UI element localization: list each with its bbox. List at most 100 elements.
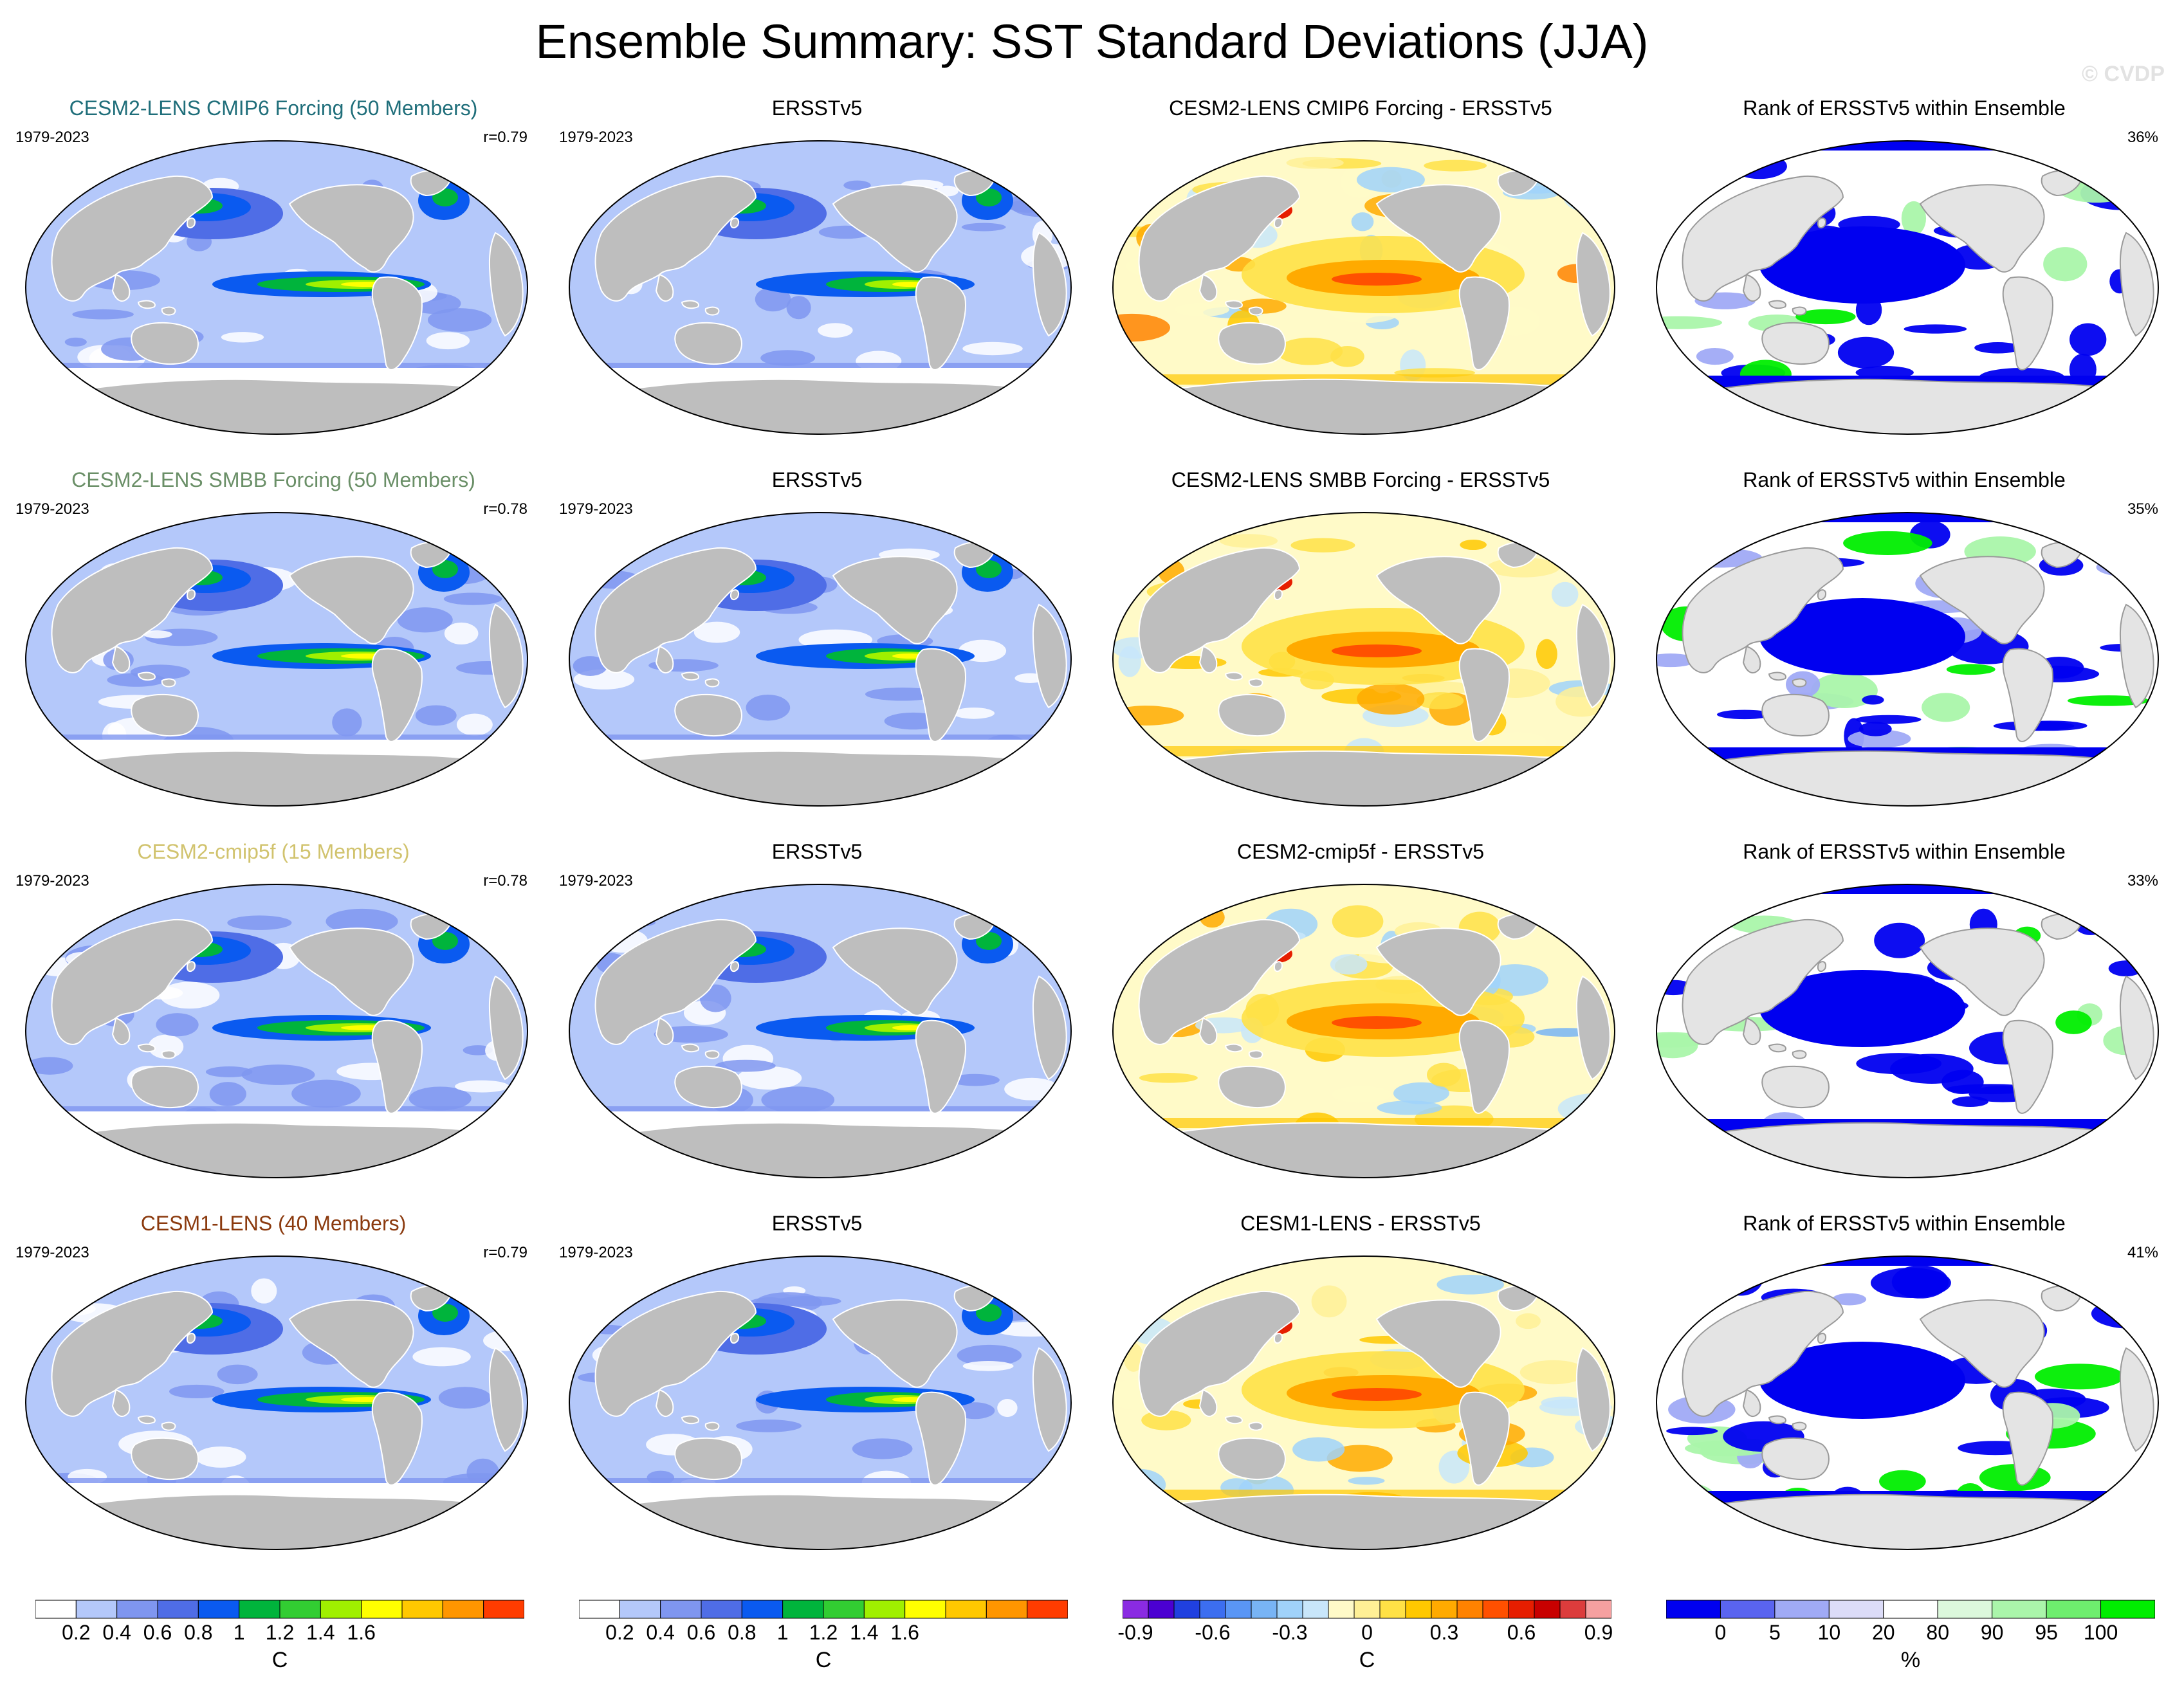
obs-title: ERSSTv5 bbox=[771, 96, 863, 120]
colorbar-swatch bbox=[116, 1600, 158, 1619]
colorbar-swatch bbox=[442, 1600, 484, 1619]
colorbar-swatch bbox=[361, 1600, 403, 1619]
colorbar-tick-label: 0.2 bbox=[62, 1621, 91, 1644]
colorbar-swatch bbox=[1774, 1600, 1830, 1619]
colorbar-swatch bbox=[320, 1600, 362, 1619]
colorbar-tick-label: 1 bbox=[776, 1621, 789, 1644]
obs-title: ERSSTv5 bbox=[771, 468, 863, 491]
colorbar-swatch bbox=[619, 1600, 661, 1619]
colorbar-swatch bbox=[1379, 1600, 1406, 1619]
colorbar-swatch bbox=[1027, 1600, 1068, 1619]
colorbar-2: 0.2 0.4 0.6 0.8 1 1.2 1.4 1.6 C bbox=[579, 1599, 1068, 1672]
rank-title: Rank of ERSSTv5 within Ensemble bbox=[1743, 468, 2066, 491]
colorbar-swatch bbox=[1456, 1600, 1483, 1619]
colorbar-tick-label: 1.6 bbox=[347, 1621, 376, 1644]
colorbar-swatch bbox=[1123, 1600, 1149, 1619]
colorbar-swatch bbox=[75, 1600, 118, 1619]
panel-row1-model: CESM2-LENS CMIP6 Forcing (50 Members) 197… bbox=[6, 96, 540, 457]
colorbar-tick-label: 0.9 bbox=[1584, 1621, 1613, 1644]
model-title: CESM2-LENS SMBB Forcing (50 Members) bbox=[71, 468, 475, 491]
world-map-model bbox=[25, 512, 528, 807]
colorbar-tick-label: 5 bbox=[1768, 1621, 1781, 1644]
colorbar-tick-label: -0.3 bbox=[1272, 1621, 1308, 1644]
colorbar-swatch bbox=[986, 1600, 1028, 1619]
world-map-rank bbox=[1656, 140, 2159, 435]
colorbar-tick-label: 0.6 bbox=[1507, 1621, 1536, 1644]
colorbar-tick-label: 1.2 bbox=[809, 1621, 838, 1644]
difference-title: CESM2-LENS SMBB Forcing - ERSSTv5 bbox=[1171, 468, 1550, 491]
colorbar-swatch bbox=[660, 1600, 702, 1619]
period-label: 1979-2023 bbox=[15, 872, 89, 890]
colorbar-tick-label: 1.4 bbox=[850, 1621, 879, 1644]
rank-title: Rank of ERSSTv5 within Ensemble bbox=[1743, 1212, 2066, 1235]
rank-percent: 36% bbox=[2127, 129, 2158, 146]
colorbar-tick-label: 20 bbox=[1871, 1621, 1895, 1644]
colorbar-swatch bbox=[2100, 1600, 2155, 1619]
colorbar-3: -0.9 -0.6 -0.3 0 0.3 0.6 0.9 C bbox=[1117, 1599, 1613, 1672]
panel-row4-diff: CESM1-LENS - ERSSTv5 bbox=[1094, 1212, 1628, 1572]
colorbar-tick-label: 10 bbox=[1817, 1621, 1841, 1644]
colorbar-swatch bbox=[401, 1600, 443, 1619]
period-label: 1979-2023 bbox=[559, 872, 633, 890]
colorbar-swatch bbox=[239, 1600, 280, 1619]
world-map-obs bbox=[569, 884, 1072, 1178]
colorbar-swatch bbox=[279, 1600, 321, 1619]
colorbar-swatch bbox=[1251, 1600, 1278, 1619]
period-label: 1979-2023 bbox=[559, 129, 633, 146]
world-map-rank bbox=[1656, 884, 2159, 1178]
colorbar-tick-label: 0 bbox=[1714, 1621, 1727, 1644]
colorbar-swatch bbox=[1883, 1600, 1938, 1619]
colorbar-swatch bbox=[1482, 1600, 1509, 1619]
colorbar-swatches bbox=[1666, 1600, 2155, 1619]
colorbar-swatches bbox=[579, 1600, 1068, 1619]
panel-row4-model: CESM1-LENS (40 Members) 1979-2023 r=0.79 bbox=[6, 1212, 540, 1572]
colorbar-swatch bbox=[1534, 1600, 1561, 1619]
colorbar-tick-label: -0.9 bbox=[1117, 1621, 1153, 1644]
period-label: 1979-2023 bbox=[15, 129, 89, 146]
colorbar-units: C bbox=[1359, 1648, 1375, 1672]
world-map-obs bbox=[569, 140, 1072, 435]
world-map-obs bbox=[569, 1255, 1072, 1550]
colorbar-swatch bbox=[863, 1600, 906, 1619]
colorbar-swatch bbox=[579, 1600, 620, 1619]
panel-row1-rank: Rank of ERSSTv5 within Ensemble 36% bbox=[1637, 96, 2171, 457]
pattern-correlation: r=0.78 bbox=[483, 872, 528, 890]
colorbar-tick-label: 1 bbox=[233, 1621, 245, 1644]
difference-title: CESM2-LENS CMIP6 Forcing - ERSSTv5 bbox=[1169, 96, 1552, 120]
world-map-diff bbox=[1112, 140, 1615, 435]
colorbar-tick-label: 0.6 bbox=[143, 1621, 172, 1644]
colorbar-swatch bbox=[1302, 1600, 1329, 1619]
panel-row3-obs: ERSSTv5 1979-2023 bbox=[550, 840, 1084, 1200]
colorbar-swatch bbox=[1585, 1600, 1611, 1619]
colorbar-swatch bbox=[1720, 1600, 1776, 1619]
pattern-correlation: r=0.79 bbox=[483, 129, 528, 146]
colorbar-tick-label: 0.6 bbox=[686, 1621, 716, 1644]
colorbar-swatches bbox=[1123, 1600, 1611, 1619]
panel-row2-diff: CESM2-LENS SMBB Forcing - ERSSTv5 bbox=[1094, 468, 1628, 828]
pattern-correlation: r=0.78 bbox=[483, 500, 528, 518]
colorbar-swatch bbox=[1328, 1600, 1355, 1619]
colorbar-tick-label: 1.2 bbox=[265, 1621, 295, 1644]
colorbar-swatch bbox=[2046, 1600, 2102, 1619]
colorbar-units: C bbox=[271, 1648, 288, 1672]
panel-row3-diff: CESM2-cmip5f - ERSSTv5 bbox=[1094, 840, 1628, 1200]
world-map-rank bbox=[1656, 1255, 2159, 1550]
world-map-diff bbox=[1112, 884, 1615, 1178]
panel-row2-obs: ERSSTv5 1979-2023 bbox=[550, 468, 1084, 828]
colorbar-1: 0.2 0.4 0.6 0.8 1 1.2 1.4 1.6 C bbox=[35, 1599, 524, 1672]
colorbar-swatch bbox=[157, 1600, 199, 1619]
colorbar-tick-label: 1.6 bbox=[890, 1621, 919, 1644]
colorbar-tick-label: 1.4 bbox=[306, 1621, 335, 1644]
colorbar-swatch bbox=[1992, 1600, 2047, 1619]
panel-row2-model: CESM2-LENS SMBB Forcing (50 Members) 1979… bbox=[6, 468, 540, 828]
model-title: CESM2-LENS CMIP6 Forcing (50 Members) bbox=[69, 96, 478, 120]
colorbar-units: C bbox=[815, 1648, 832, 1672]
colorbar-swatch bbox=[701, 1600, 742, 1619]
colorbar-tick-label: -0.6 bbox=[1195, 1621, 1231, 1644]
rank-percent: 33% bbox=[2127, 872, 2158, 890]
colorbar-tick-label: 0.8 bbox=[184, 1621, 213, 1644]
colorbar-swatch bbox=[1508, 1600, 1535, 1619]
colorbar-swatch bbox=[1354, 1600, 1381, 1619]
colorbar-swatch bbox=[1225, 1600, 1252, 1619]
obs-title: ERSSTv5 bbox=[771, 1212, 863, 1235]
